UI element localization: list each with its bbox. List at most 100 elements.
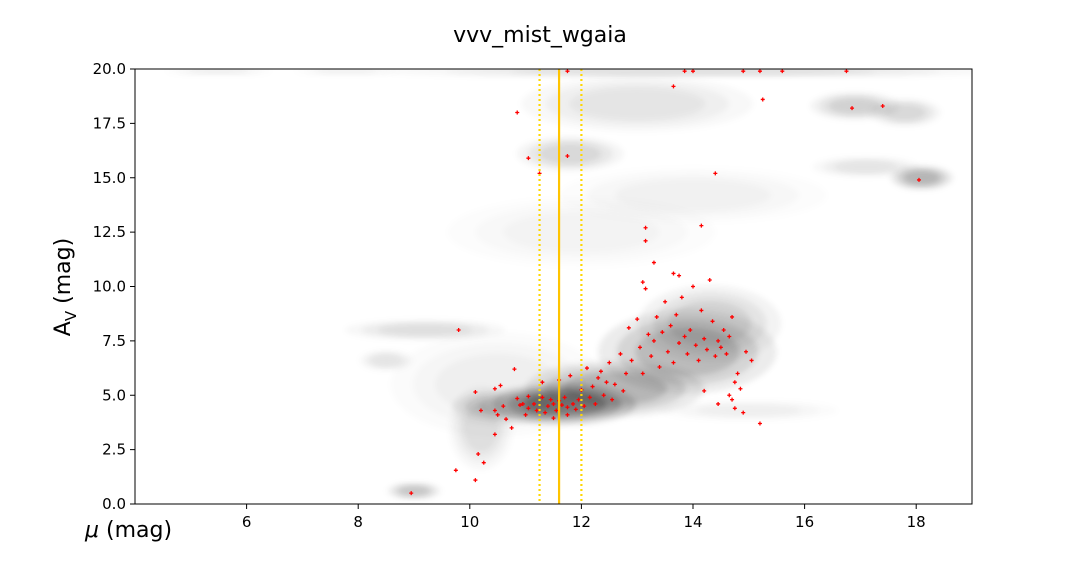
data-point-7	[473, 389, 478, 394]
data-point-67	[651, 338, 656, 343]
data-point-40	[571, 401, 576, 406]
data-point-15	[509, 425, 514, 430]
data-point-37	[565, 412, 570, 417]
x-tick-label-5: 16	[795, 513, 814, 531]
data-point-13	[501, 404, 506, 409]
x-tick-label-4: 14	[683, 513, 702, 531]
data-point-84	[699, 308, 704, 313]
data-point-53	[607, 360, 612, 365]
data-point-72	[665, 349, 670, 354]
plot-frame	[134, 68, 973, 505]
data-point-79	[685, 351, 690, 356]
data-point-81	[691, 284, 695, 289]
data-point-55	[612, 382, 617, 387]
data-point-51	[601, 393, 606, 398]
data-point-78	[682, 334, 687, 339]
data-point-26	[540, 380, 545, 385]
data-point-99	[741, 410, 746, 415]
y-axis-label: AV (mag)	[51, 238, 80, 336]
data-point-36	[562, 395, 567, 400]
x-tick-label-1: 8	[353, 513, 363, 531]
density-blob-18	[697, 404, 801, 416]
y-tick-label-0: 0.0	[102, 495, 126, 513]
density-blob-9	[903, 170, 941, 185]
data-point-74	[671, 360, 676, 365]
data-point-114	[640, 280, 645, 285]
density-blob-7	[378, 323, 473, 337]
density-background	[361, 69, 954, 500]
data-point-108	[643, 225, 648, 230]
data-point-8	[478, 408, 483, 413]
data-point-101	[749, 358, 754, 363]
data-point-58	[624, 371, 629, 376]
data-point-18	[518, 403, 523, 408]
y-tick-label-8: 20.0	[93, 60, 126, 78]
data-point-89	[713, 354, 718, 359]
data-point-110	[651, 260, 656, 265]
data-point-131	[916, 177, 921, 182]
data-point-119	[565, 154, 570, 158]
data-point-5	[492, 432, 497, 437]
data-point-48	[593, 401, 598, 406]
data-point-27	[543, 410, 548, 415]
data-point-115	[713, 171, 718, 176]
data-point-12	[498, 383, 503, 388]
data-point-80	[688, 328, 693, 332]
data-point-54	[610, 397, 615, 402]
data-point-16	[512, 367, 517, 372]
data-point-47	[590, 384, 595, 389]
x-axis-label: μ (mag)	[84, 518, 172, 543]
data-point-88	[710, 319, 715, 324]
data-point-117	[526, 156, 531, 161]
y-tick-label-6: 15.0	[93, 169, 126, 187]
data-point-57	[621, 388, 626, 393]
data-point-45	[584, 366, 589, 371]
y-tick-label-2: 5.0	[102, 386, 126, 404]
data-point-11	[495, 412, 500, 417]
data-point-64	[643, 286, 648, 291]
data-point-39	[568, 373, 573, 378]
data-point-98	[738, 386, 743, 391]
data-point-68	[654, 314, 659, 319]
data-point-49	[596, 375, 601, 380]
data-point-107	[702, 388, 707, 393]
data-point-41	[573, 407, 578, 412]
data-point-129	[850, 106, 855, 111]
data-point-3	[476, 451, 481, 456]
data-point-120	[565, 69, 570, 74]
data-point-60	[629, 358, 634, 363]
data-point-82	[693, 343, 698, 348]
data-point-62	[637, 345, 642, 350]
data-point-23	[531, 401, 536, 406]
data-point-103	[730, 397, 735, 402]
data-point-105	[716, 401, 721, 406]
data-point-66	[649, 354, 654, 359]
data-point-69	[657, 364, 662, 369]
data-point-73	[668, 323, 673, 328]
data-point-50	[598, 369, 603, 374]
data-point-2	[473, 478, 478, 483]
data-point-0	[409, 491, 414, 496]
data-point-28	[545, 404, 550, 409]
data-point-65	[646, 332, 651, 337]
data-point-124	[741, 69, 746, 74]
data-point-44	[582, 404, 587, 409]
x-tick-label-3: 12	[572, 513, 591, 531]
data-point-10	[492, 386, 497, 391]
data-point-14	[504, 417, 509, 422]
data-point-70	[660, 330, 665, 335]
data-point-61	[635, 317, 640, 322]
y-tick-label-4: 10.0	[93, 278, 126, 296]
data-point-35	[559, 403, 564, 408]
data-point-123	[691, 69, 695, 74]
data-point-9	[492, 408, 497, 413]
data-point-95	[730, 314, 735, 319]
data-point-42	[576, 397, 581, 402]
y-tick-label-3: 7.5	[102, 332, 126, 350]
data-point-19	[520, 401, 525, 406]
data-point-46	[587, 395, 592, 400]
data-point-90	[716, 338, 721, 343]
y-tick-label-1: 2.5	[102, 441, 126, 459]
data-point-127	[780, 69, 785, 74]
